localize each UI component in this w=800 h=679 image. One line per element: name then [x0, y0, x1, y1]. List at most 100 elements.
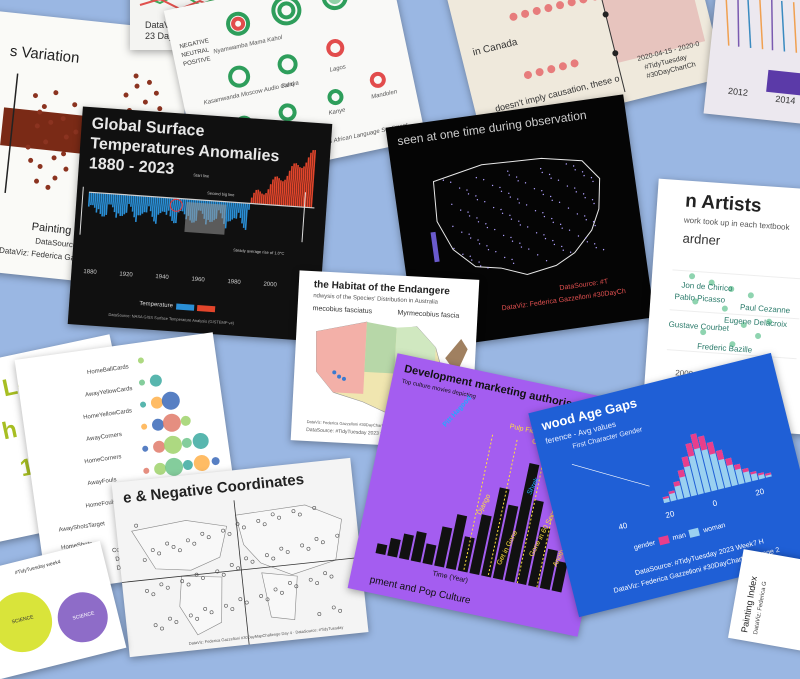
- temp-bar: [137, 195, 141, 216]
- temp-bar: [115, 194, 119, 218]
- card-circle-pack[interactable]: SCIENCE SCIENCE #TidyTuesday week4: [0, 540, 127, 679]
- card-artists[interactable]: n Artists work took up in each textbook …: [641, 178, 800, 437]
- temp-bar: [282, 179, 286, 206]
- card-purple-bar-chart[interactable]: Development marketing authorisation year…: [347, 353, 628, 637]
- sighting-point: [584, 196, 586, 199]
- temp-bar: [256, 189, 260, 205]
- location-point: [236, 566, 241, 571]
- sighting-point: [575, 191, 577, 193]
- temp-bar: [262, 194, 265, 205]
- sighting-point: [528, 248, 530, 250]
- location-point: [244, 600, 249, 605]
- sighting-point: [541, 171, 543, 174]
- temp-bar: [161, 197, 165, 212]
- sighting-point: [477, 221, 480, 223]
- sighting-point: [568, 229, 571, 231]
- temp-bar: [141, 195, 145, 214]
- card-age-gaps[interactable]: wood Age Gaps ference - Avg values First…: [528, 352, 800, 618]
- circle-pack-chart: [0, 592, 108, 653]
- histogram-bar-top: [681, 456, 690, 468]
- temp-bar: [233, 202, 237, 219]
- location-point: [145, 589, 149, 593]
- temp-bar: [93, 192, 97, 208]
- card-canada-dotplot[interactable]: in Canada doesn't imply causation, these…: [445, 0, 725, 139]
- sighting-point: [548, 173, 551, 176]
- location-point: [256, 518, 261, 523]
- sighting-point: [582, 193, 585, 195]
- temp-bar: [113, 193, 117, 213]
- location-point: [280, 590, 284, 595]
- correlation-bubble: [162, 413, 181, 432]
- sighting-point: [517, 198, 519, 200]
- year-bar: [539, 548, 558, 590]
- sighting-point: [577, 235, 580, 237]
- sighting-point: [450, 181, 452, 183]
- location-point: [294, 584, 299, 589]
- correlation-bubble: [140, 401, 147, 408]
- card-timeline[interactable]: 2012 2014: [703, 0, 800, 126]
- location-point: [227, 532, 232, 536]
- sighting-point: [574, 169, 576, 171]
- sighting-point: [491, 184, 494, 187]
- anomaly-bars: [79, 149, 317, 243]
- sighting-point: [478, 243, 481, 245]
- sighting-point: [471, 259, 473, 261]
- temp-bar: [241, 202, 245, 224]
- location-point: [203, 607, 208, 611]
- location-point: [262, 522, 267, 527]
- sighting-point: [519, 224, 522, 226]
- sighting-point: [594, 224, 596, 227]
- sighting-point: [551, 217, 553, 220]
- sighting-point: [486, 245, 488, 247]
- year-bar: [528, 526, 551, 588]
- sighting-point: [518, 202, 520, 204]
- location-point: [312, 506, 317, 510]
- sighting-point: [539, 167, 542, 170]
- temp-bar: [179, 198, 183, 212]
- sighting-point: [545, 259, 548, 262]
- year-bar: [375, 543, 388, 556]
- sighting-point: [590, 176, 593, 179]
- temp-bar: [260, 193, 263, 205]
- correlation-bubble: [211, 457, 220, 466]
- year-bar: [422, 543, 437, 566]
- year-bar: [504, 463, 540, 583]
- sighting-point: [451, 203, 453, 206]
- sighting-point: [502, 234, 505, 237]
- sighting-point: [519, 242, 521, 244]
- temp-bar: [87, 192, 91, 207]
- temp-bar: [154, 196, 159, 224]
- sighting-point: [583, 174, 585, 177]
- histogram-bar-top: [706, 441, 716, 455]
- temp-bar: [121, 194, 125, 216]
- temp-bar: [258, 191, 262, 205]
- location-point: [241, 525, 246, 530]
- card-coordinates-map[interactable]: e & Negative Coordinates DataViz: Federi…: [111, 457, 369, 658]
- temp-bar: [268, 184, 272, 205]
- location-point: [150, 548, 155, 552]
- card-us-map[interactable]: seen at one time during observation Data…: [385, 94, 655, 351]
- temp-bar: [280, 181, 284, 206]
- location-point: [195, 616, 200, 621]
- location-point: [323, 571, 328, 576]
- card-temperature-anomalies[interactable]: Global Surface Temperatures Anomalies 18…: [67, 106, 333, 342]
- sighting-point: [487, 267, 489, 269]
- year-tick: 1960: [191, 276, 205, 284]
- sighting-point: [542, 212, 544, 214]
- sighting-point: [452, 225, 454, 228]
- temp-bar: [288, 166, 293, 207]
- location-point: [171, 544, 176, 549]
- sighting-point: [507, 170, 509, 172]
- temp-bar: [175, 198, 179, 224]
- histogram-bar-top: [725, 457, 733, 466]
- location-point: [200, 531, 205, 536]
- sighting-point: [557, 179, 560, 181]
- sighting-point: [511, 258, 513, 261]
- sighting-point: [581, 171, 584, 173]
- sighting-point: [572, 165, 575, 167]
- legend-swatch-hot: [196, 304, 215, 313]
- temp-bar: [310, 149, 317, 208]
- temp-bar: [248, 203, 251, 210]
- sighting-point: [544, 237, 547, 240]
- temp-bar: [165, 197, 169, 215]
